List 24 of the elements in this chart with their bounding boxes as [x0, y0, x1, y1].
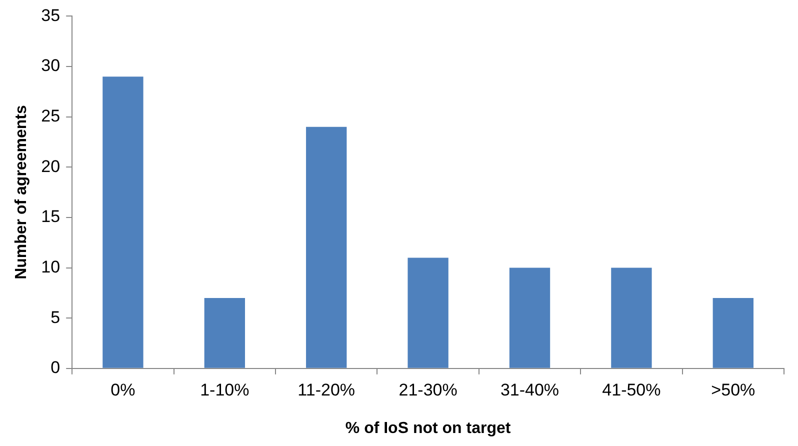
y-tick-label: 15 — [41, 207, 60, 226]
x-tick-label: 0% — [110, 380, 136, 400]
x-tick-label: >50% — [711, 380, 756, 400]
x-tick-label: 11-20% — [298, 380, 356, 400]
x-tick-label: 31-40% — [500, 380, 560, 400]
y-tick-label: 25 — [41, 106, 60, 126]
bar — [204, 298, 245, 368]
y-tick-label: 20 — [41, 156, 60, 176]
x-tick-label: 21-30% — [398, 380, 458, 400]
bar — [712, 298, 754, 368]
bar — [611, 268, 652, 368]
bar — [102, 76, 144, 368]
y-tick-label: 5 — [50, 308, 60, 327]
x-axis-title: % of IoS not on target — [345, 420, 512, 437]
y-axis-title: Number of agreements — [13, 105, 30, 280]
y-tick-label: 10 — [41, 257, 60, 276]
y-tick-label: 30 — [41, 56, 60, 76]
bar — [306, 126, 347, 368]
x-tick-label: 1-10% — [200, 380, 250, 400]
y-tick-label: 0 — [50, 358, 60, 378]
y-tick-label: 35 — [41, 6, 60, 25]
bar — [509, 268, 550, 368]
bar — [408, 258, 448, 368]
x-tick-label: 41-50% — [602, 380, 661, 400]
